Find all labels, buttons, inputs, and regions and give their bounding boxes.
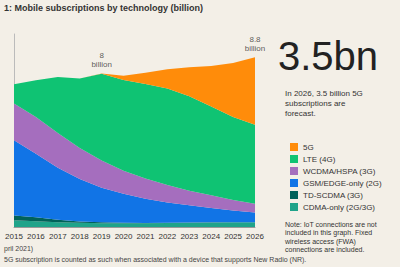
svg-text:wireless access (FWA): wireless access (FWA) — [284, 238, 358, 246]
svg-text:2023: 2023 — [180, 232, 198, 241]
svg-text:billion: billion — [245, 44, 265, 53]
svg-text:8.8: 8.8 — [249, 35, 261, 44]
svg-text:2024: 2024 — [202, 232, 220, 241]
svg-text:8: 8 — [99, 51, 104, 60]
svg-text:GSM/EDGE-only (2G): GSM/EDGE-only (2G) — [303, 179, 382, 188]
svg-text:5G: 5G — [303, 143, 314, 152]
svg-text:CDMA-only (2G/3G): CDMA-only (2G/3G) — [303, 203, 375, 212]
svg-text:2020: 2020 — [115, 232, 133, 241]
svg-text:2022: 2022 — [158, 232, 176, 241]
svg-text:TD-SCDMA (3G): TD-SCDMA (3G) — [303, 191, 363, 200]
svg-text:Note: IoT connections are not: Note: IoT connections are not — [285, 221, 379, 228]
svg-text:connections are included.: connections are included. — [285, 246, 364, 253]
svg-text:3.5bn: 3.5bn — [278, 34, 378, 78]
svg-text:5G subscription is counted as: 5G subscription is counted as such when … — [4, 256, 306, 264]
svg-text:2026: 2026 — [246, 232, 264, 241]
svg-text:2017: 2017 — [49, 232, 67, 241]
svg-text:LTE (4G): LTE (4G) — [303, 155, 336, 164]
svg-text:2025: 2025 — [224, 232, 242, 241]
svg-text:2015: 2015 — [5, 232, 23, 241]
svg-text:2018: 2018 — [71, 232, 89, 241]
svg-text:billion: billion — [91, 60, 111, 69]
svg-text:WCDMA/HSPA (3G): WCDMA/HSPA (3G) — [303, 167, 376, 176]
svg-text:2019: 2019 — [93, 232, 111, 241]
svg-text:pril 2021): pril 2021) — [4, 245, 33, 253]
svg-text:1: Mobile subscriptions by tec: 1: Mobile subscriptions by technology (b… — [4, 3, 203, 13]
svg-text:2016: 2016 — [27, 232, 45, 241]
svg-text:2021: 2021 — [137, 232, 155, 241]
svg-text:subscriptions are: subscriptions are — [285, 99, 348, 108]
svg-text:forecast.: forecast. — [285, 109, 316, 118]
svg-text:included in this graph. Fixed: included in this graph. Fixed — [285, 229, 374, 237]
svg-text:In 2026, 3.5 billion 5G: In 2026, 3.5 billion 5G — [285, 89, 365, 98]
